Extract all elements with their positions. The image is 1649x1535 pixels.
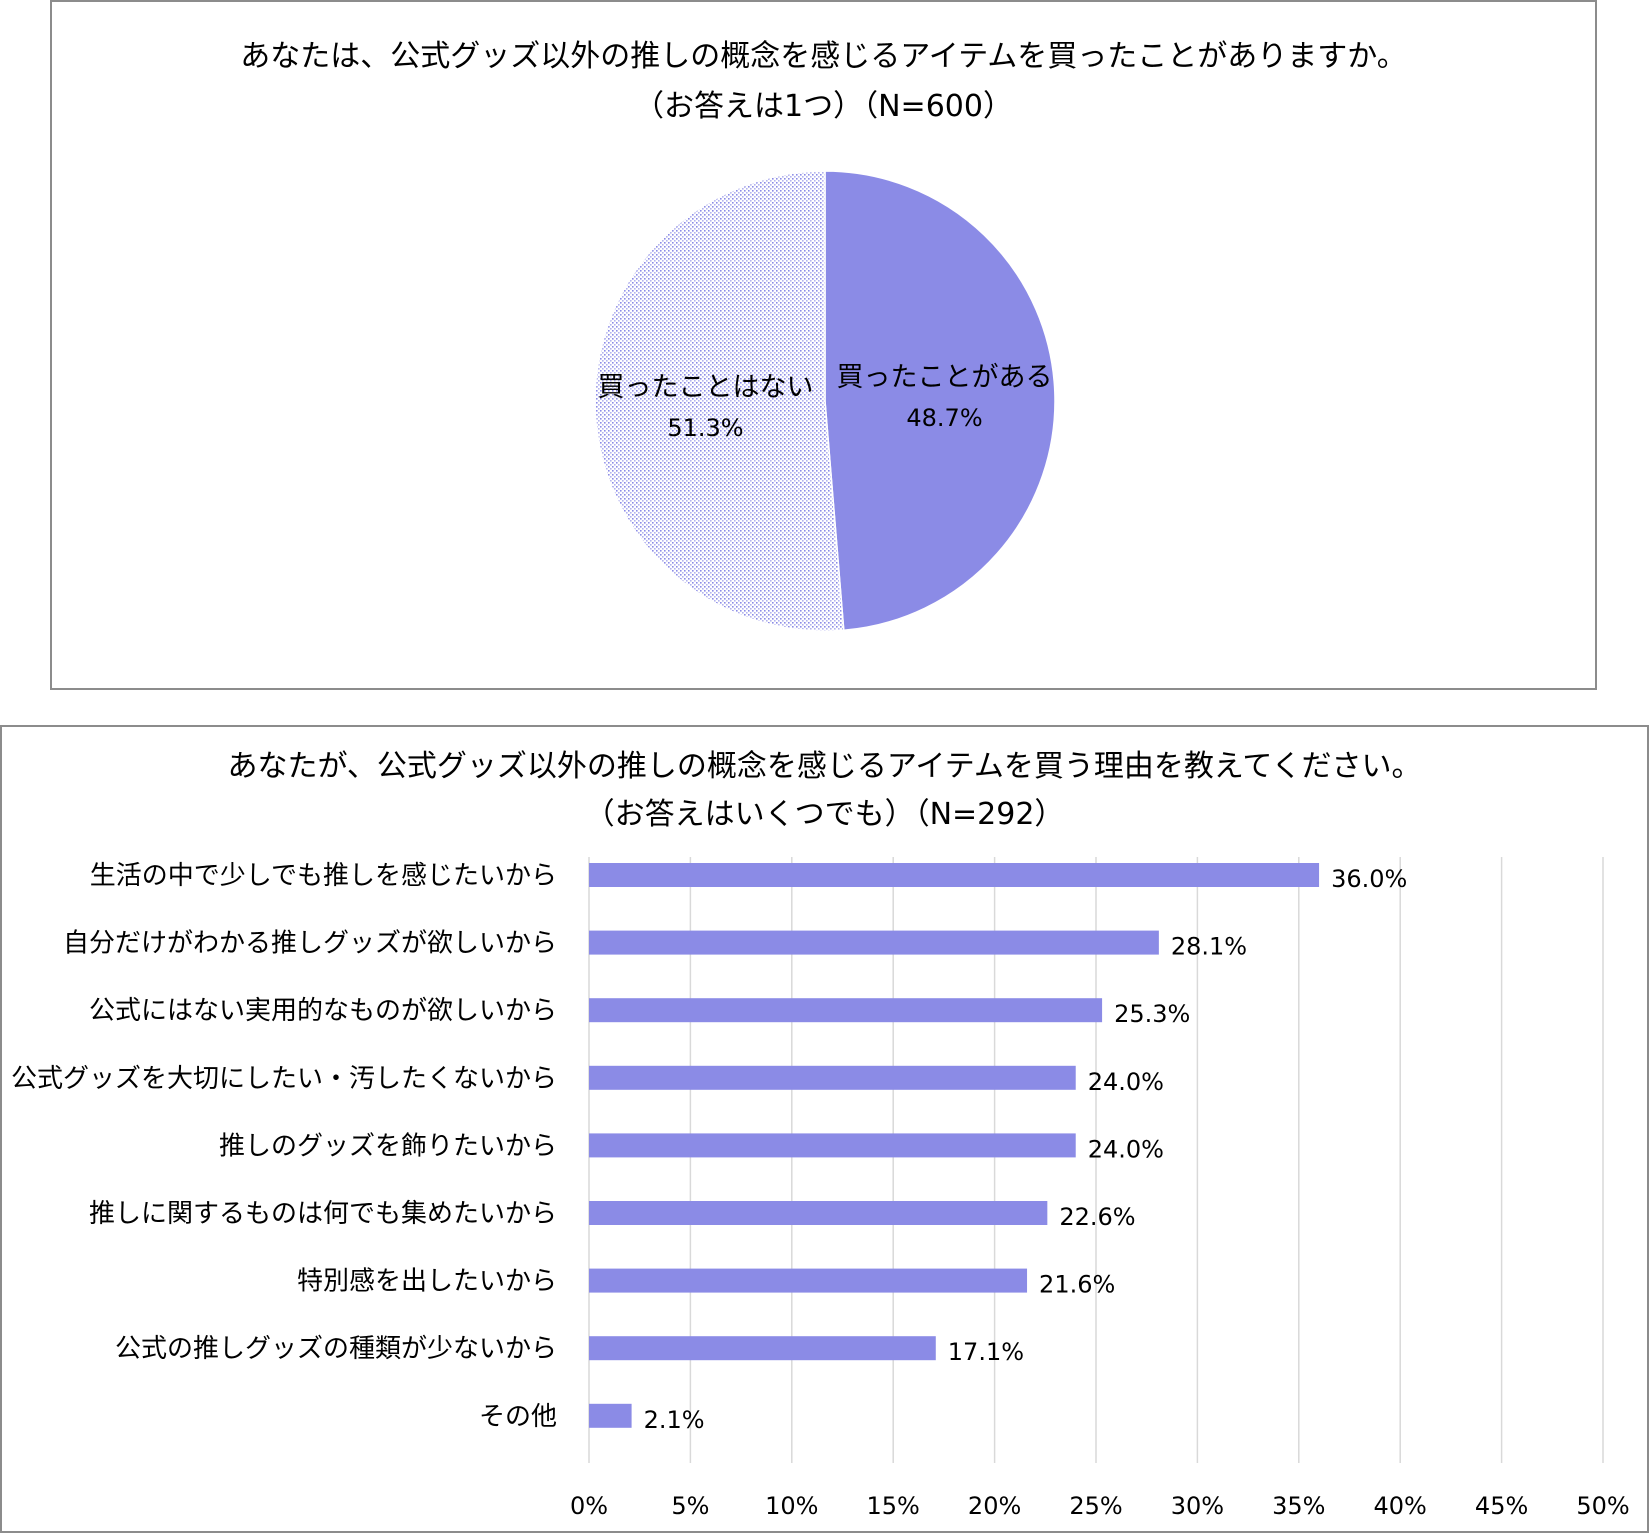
pie-slice-value-label: 51.3%: [667, 414, 743, 442]
bar: [589, 1403, 632, 1428]
bar: [589, 1268, 1028, 1293]
x-tick-label: 50%: [1576, 1492, 1629, 1520]
bar-value-label: 2.1%: [644, 1406, 705, 1434]
bar-value-label: 24.0%: [1088, 1068, 1164, 1096]
bar: [589, 1201, 1048, 1225]
bar: [589, 930, 1159, 955]
category-label: 特別感を出したいから: [297, 1267, 557, 1297]
pie-chart-title: あなたは、公式グッズ以外の推しの概念を感じるアイテムを買ったことがありますか。: [240, 39, 1407, 74]
bar-value-label: 24.0%: [1088, 1135, 1164, 1163]
x-tick-label: 15%: [867, 1492, 920, 1520]
bar-value-label: 21.6%: [1039, 1271, 1115, 1299]
x-tick-label: 10%: [765, 1492, 818, 1520]
category-label: 自分だけがわかる推しグッズが欲しいから: [63, 929, 557, 959]
category-label: 生活の中で少しでも推しを感じたいから: [90, 861, 557, 891]
pie-chart: 買ったことがある 48.7% 買ったことはない 51.3%: [594, 170, 1056, 632]
pie-slice-label: 買ったことがある: [837, 362, 1053, 393]
pie-slice-label: 買ったことはない: [597, 372, 813, 403]
bar-value-label: 28.1%: [1171, 933, 1247, 961]
bar-chart-subtitle: （お答えはいくつでも）（N=292）: [584, 797, 1065, 832]
bar-chart-panel: あなたが、公式グッズ以外の推しの概念を感じるアイテムを買う理由を教えてください。…: [0, 725, 1649, 1533]
category-label: 推しに関するものは何でも集めたいから: [89, 1199, 557, 1229]
x-tick-label: 25%: [1069, 1492, 1122, 1520]
category-label: 公式グッズを大切にしたい・汚したくないから: [11, 1064, 557, 1094]
pie-chart-panel: あなたは、公式グッズ以外の推しの概念を感じるアイテムを買ったことがありますか。 …: [50, 0, 1597, 690]
x-tick-label: 30%: [1171, 1492, 1224, 1520]
bar-value-label: 22.6%: [1059, 1203, 1135, 1231]
bar: [589, 1336, 936, 1361]
bar-chart: 0% 5% 10% 15% 20% 25% 30% 35% 40% 45% 50% 生活の中で少しでも…: [11, 857, 1630, 1520]
bar-value-label: 25.3%: [1114, 1000, 1190, 1028]
category-label: 公式の推しグッズの種類が少ないから: [115, 1334, 557, 1364]
x-tick-label: 45%: [1475, 1492, 1528, 1520]
pie-chart-subtitle: （お答えは1つ）（N=600）: [634, 89, 1013, 124]
x-tick-label: 40%: [1374, 1492, 1427, 1520]
category-label: その他: [479, 1402, 557, 1432]
category-label: 推しのグッズを飾りたいから: [219, 1131, 557, 1161]
x-tick-label: 35%: [1272, 1492, 1325, 1520]
bar: [589, 1133, 1076, 1158]
bar-value-label: 17.1%: [948, 1338, 1024, 1366]
pie-slice-value-label: 48.7%: [906, 404, 982, 432]
bar: [589, 998, 1103, 1023]
x-tick-label: 0%: [570, 1492, 608, 1520]
bar: [589, 1065, 1076, 1090]
x-tick-label: 20%: [968, 1492, 1021, 1520]
bar-chart-title: あなたが、公式グッズ以外の推しの概念を感じるアイテムを買う理由を教えてください。: [227, 749, 1422, 784]
pie-slice-1: [594, 170, 845, 632]
pie-slice-0: [824, 170, 1056, 632]
bar-value-label: 36.0%: [1331, 865, 1407, 893]
x-tick-label: 5%: [671, 1492, 709, 1520]
category-label: 公式にはない実用的なものが欲しいから: [89, 996, 557, 1026]
bar: [589, 863, 1320, 887]
